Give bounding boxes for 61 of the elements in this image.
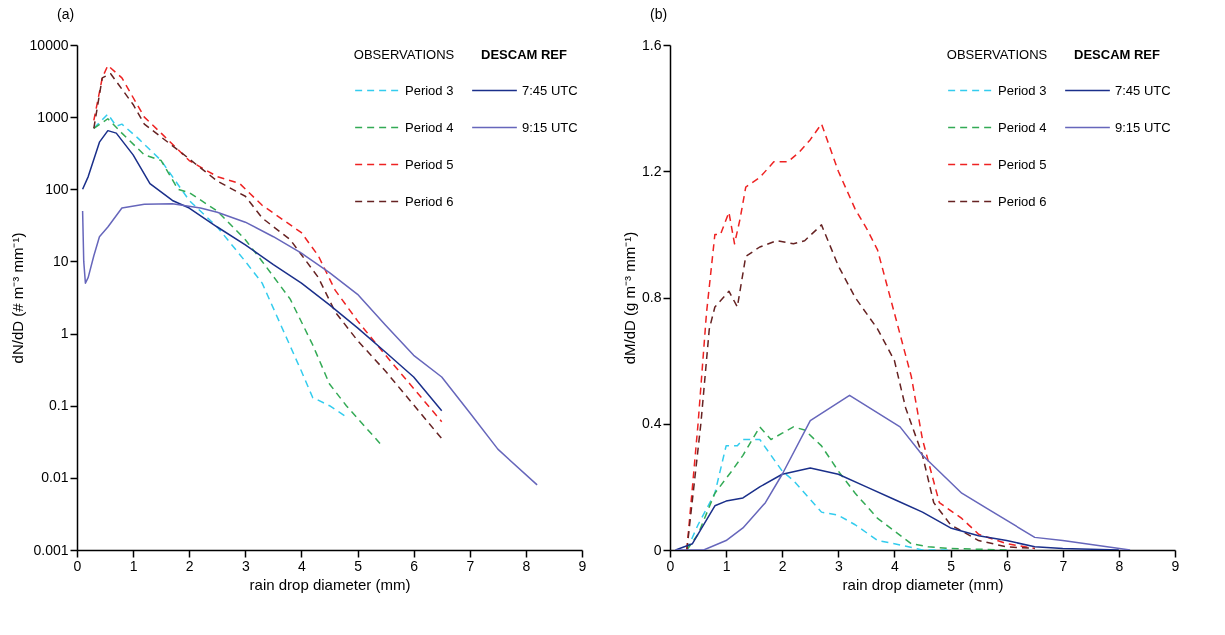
x-tick-label: 7	[466, 557, 475, 574]
legend-label: Period 4	[998, 119, 1047, 135]
x-axis-title: rain drop diameter (mm)	[249, 575, 411, 593]
legend-label: 9:15 UTC	[1115, 119, 1171, 135]
x-tick-label: 6	[1003, 557, 1012, 574]
legend-label: Period 6	[998, 193, 1047, 209]
legend-label: 9:15 UTC	[522, 119, 578, 135]
y-tick-label: 0.01	[41, 469, 69, 486]
x-tick-label: 8	[522, 557, 531, 574]
x-tick-label: 4	[891, 557, 900, 574]
y-tick-label: 100	[45, 180, 69, 197]
x-tick-label: 6	[410, 557, 419, 574]
legend-label: Period 5	[405, 156, 454, 172]
text: DESCAM REF	[481, 47, 567, 62]
line-series	[93, 118, 381, 445]
line-series	[686, 224, 1036, 550]
legend-label: 7:45 UTC	[522, 82, 578, 98]
x-tick-label: 2	[185, 557, 194, 574]
y-tick-label: 1000	[37, 108, 69, 125]
y-tick-label: 0	[653, 541, 662, 558]
x-tick-label: 9	[578, 557, 587, 574]
y-tick-label: 0.8	[642, 289, 662, 305]
line-series	[674, 394, 1131, 550]
x-tick-label: 4	[298, 557, 307, 574]
legend-label: 7:45 UTC	[1115, 82, 1171, 98]
y-tick-label: 1	[60, 325, 69, 342]
legend-label: Period 5	[998, 156, 1047, 172]
y-axis-title: dM/dD (g m⁻³ mm⁻¹)	[621, 231, 639, 365]
y-tick-label: 0.4	[642, 415, 662, 432]
text: DESCAM REF	[1074, 47, 1160, 62]
x-tick-label: 9	[1171, 557, 1180, 574]
y-tick-label: 1.6	[642, 36, 662, 53]
y-tick-label: 10	[52, 252, 69, 269]
y-tick-label: 0.001	[33, 541, 69, 558]
chart-title: (b)	[650, 6, 668, 22]
text: OBSERVATIONS	[353, 47, 455, 62]
x-tick-label: 1	[129, 557, 138, 574]
legend-label: Period 3	[405, 82, 454, 98]
y-tick-label: 10000	[29, 36, 69, 53]
x-tick-label: 8	[1115, 557, 1124, 574]
line-series	[686, 123, 1036, 550]
chart-title: (a)	[57, 6, 75, 22]
x-tick-label: 2	[778, 557, 787, 574]
y-axis-title: dN/dD (# m⁻³ mm⁻¹)	[8, 232, 26, 364]
y-tick-label: 1.2	[642, 162, 662, 179]
legend-label: Period 3	[998, 82, 1047, 98]
x-tick-label: 5	[354, 557, 363, 574]
y-tick-label: 0.1	[49, 397, 69, 414]
line-series	[686, 426, 1008, 550]
x-tick-label: 0	[666, 557, 675, 574]
x-tick-label: 0	[73, 557, 82, 574]
text: OBSERVATIONS	[946, 47, 1048, 62]
x-tick-label: 3	[834, 557, 843, 574]
x-tick-label: 7	[1059, 557, 1068, 574]
line-series	[674, 467, 1120, 550]
legend-label: Period 4	[405, 119, 454, 135]
legend-label: Period 6	[405, 193, 454, 209]
x-tick-label: 5	[947, 557, 956, 574]
x-tick-label: 3	[241, 557, 250, 574]
x-tick-label: 1	[722, 557, 731, 574]
x-axis-title: rain drop diameter (mm)	[842, 575, 1004, 593]
